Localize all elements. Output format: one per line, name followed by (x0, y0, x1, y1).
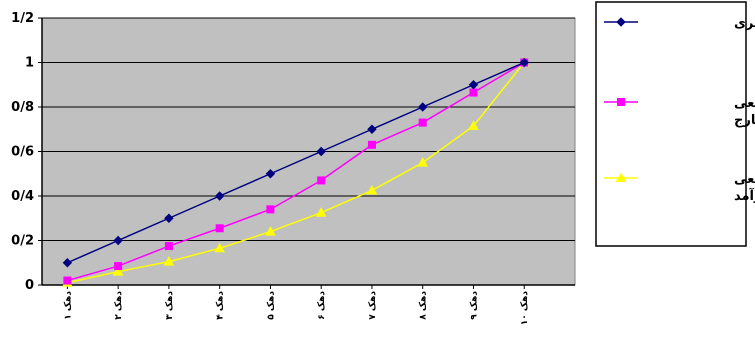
data-point (265, 226, 276, 236)
data-point (164, 213, 174, 223)
x-tick-label: دهک ۷ (368, 291, 378, 320)
y-tick-label: 1 (25, 56, 34, 71)
data-point (367, 140, 376, 149)
legend-label: درآمد (734, 187, 755, 204)
y-tick-label: 0/4 (11, 189, 34, 204)
y-tick-label: 0/8 (11, 100, 34, 115)
series-square (63, 58, 529, 285)
plot-area-group (41, 17, 576, 286)
x-tick-label: دهک ۹ (469, 291, 479, 320)
x-tick-label: دهک ۶ (317, 291, 327, 320)
data-point (367, 124, 377, 134)
data-point (62, 258, 73, 268)
legend: خط قطریسهم تجمعیمخارجسهم تجمعیدرآمد (595, 1, 755, 247)
data-point (468, 80, 479, 90)
y-tick-label: 0/2 (11, 234, 34, 249)
x-tick-label: دهک ۱ (63, 291, 73, 320)
series-line (67, 62, 525, 284)
data-point (418, 118, 427, 127)
legend-label: سهم تجمعی (734, 172, 755, 187)
data-point (214, 191, 225, 201)
data-point (469, 88, 478, 97)
series-diamond (62, 57, 529, 268)
data-point (519, 57, 529, 68)
legend-label: خط قطری (734, 16, 755, 31)
data-point (265, 169, 276, 179)
x-tick-label: دهک ۲ (114, 291, 124, 320)
series-group (62, 56, 530, 287)
data-point (266, 205, 275, 214)
data-point (315, 207, 327, 217)
legend-swatch-marker (617, 98, 625, 106)
x-tick-label: دهک ۳ (165, 291, 175, 320)
data-point (316, 146, 326, 157)
axes-group: 0 0/2 0/4 0/6 0/8 1 1/2 دهک ۱ دهک ۲ دهک ۳ دهک ۴ دهک… (11, 11, 575, 325)
data-point (63, 276, 72, 285)
data-point (112, 266, 124, 276)
legend-swatch-marker (615, 172, 627, 182)
data-point (163, 256, 175, 266)
data-point (417, 157, 429, 167)
data-point (418, 102, 428, 112)
x-tick-label: دهک ۴ (216, 291, 226, 320)
x-tick-label: دهک ۱۰ (520, 291, 530, 326)
data-point (164, 242, 173, 251)
x-tick-label: دهک ۸ (419, 291, 429, 320)
data-point (114, 262, 123, 271)
series-line (67, 61, 525, 282)
legend-box (595, 1, 747, 247)
data-point (214, 242, 226, 253)
y-tick-label: 0/6 (11, 145, 34, 160)
legend-label: سهم تجمعی (734, 96, 755, 111)
legend-swatch-marker (616, 17, 626, 27)
data-point (366, 184, 378, 195)
data-point (113, 235, 123, 246)
data-point (215, 224, 224, 233)
y-tick-label: 0 (25, 278, 34, 293)
series-line (67, 61, 525, 264)
data-point (468, 120, 479, 130)
data-point (317, 176, 326, 185)
x-tick-label: دهک ۵ (266, 291, 276, 320)
legend-label: مخارج (734, 113, 755, 128)
y-tick-label: 1/2 (11, 11, 34, 26)
